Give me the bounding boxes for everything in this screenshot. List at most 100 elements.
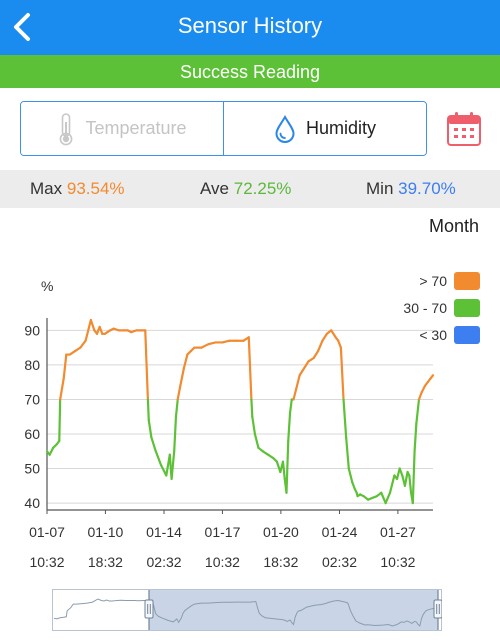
x-tick-sublabel: 18:32 — [263, 554, 298, 570]
y-tick-label: 70 — [24, 391, 40, 407]
series-segment — [250, 398, 254, 418]
x-tick-sublabel: 02:32 — [322, 554, 357, 570]
series-segment — [179, 367, 185, 387]
stat-ave-label: Ave — [200, 179, 229, 198]
tab-temperature-label: Temperature — [85, 118, 187, 138]
x-tick-label: 01-24 — [322, 524, 358, 540]
series-segment — [295, 374, 301, 391]
status-banner: Success Reading — [0, 55, 500, 88]
series-segment — [200, 343, 210, 349]
legend-swatch — [454, 326, 480, 344]
series-segment — [298, 367, 306, 377]
x-tick-label: 01-10 — [88, 524, 124, 540]
series-segment — [312, 349, 320, 360]
series-segment — [281, 460, 286, 481]
nav-bar: Sensor History — [0, 0, 500, 55]
y-tick-label: 50 — [24, 461, 40, 477]
thermometer-icon — [57, 112, 75, 146]
x-tick-label: 01-20 — [263, 524, 299, 540]
x-tick-sublabel: 18:32 — [88, 554, 123, 570]
series-segment — [351, 481, 357, 491]
navigator-overview-line — [53, 598, 441, 627]
series-segment — [170, 450, 176, 481]
series-segment — [420, 384, 427, 394]
series-segment — [342, 398, 348, 439]
sensor-type-selector: Temperature Humidity — [20, 101, 427, 156]
series-segment — [173, 415, 178, 453]
chevron-left-icon — [14, 13, 30, 41]
series-segment — [292, 387, 298, 401]
series-segment — [403, 470, 409, 487]
series-segment — [182, 353, 189, 370]
calendar-icon — [447, 112, 481, 146]
range-navigator[interactable] — [52, 589, 442, 631]
series-segment — [302, 360, 310, 370]
series-segment — [159, 463, 168, 477]
series-segment — [413, 422, 418, 453]
x-tick-sublabel: 10:32 — [380, 554, 415, 570]
series-segment — [429, 374, 435, 380]
tab-temperature[interactable]: Temperature — [21, 102, 223, 155]
stat-ave-value: 72.25% — [233, 179, 292, 198]
series-segment — [398, 467, 404, 477]
series-segment — [89, 318, 96, 332]
tab-humidity-label: Humidity — [305, 118, 376, 138]
series-segment — [345, 436, 350, 470]
y-axis-label: % — [41, 278, 53, 294]
series-segment — [339, 346, 345, 401]
series-segment — [388, 474, 396, 494]
series-segment — [150, 436, 157, 453]
back-button[interactable] — [6, 8, 42, 46]
series-segment — [176, 384, 182, 401]
series-segment — [285, 439, 290, 494]
series-segment — [380, 491, 387, 505]
series-segment — [154, 450, 163, 467]
series-segment — [147, 419, 153, 439]
x-tick-sublabel: 02:32 — [147, 554, 182, 570]
legend-swatch — [454, 272, 480, 290]
x-tick-label: 01-14 — [146, 524, 182, 540]
series-segment — [48, 446, 55, 456]
navigator-handle-right[interactable] — [433, 599, 442, 619]
stat-max-value: 93.54% — [66, 179, 125, 198]
series-segment — [337, 339, 342, 349]
series-segment — [288, 398, 293, 415]
calendar-button[interactable] — [444, 109, 484, 149]
x-tick-label: 01-07 — [29, 524, 65, 540]
y-tick-label: 80 — [24, 357, 40, 373]
x-tick-sublabel: 10:32 — [205, 554, 240, 570]
y-tick-label: 90 — [24, 322, 40, 338]
stat-min-label: Min — [366, 179, 394, 198]
tab-humidity[interactable]: Humidity — [223, 102, 426, 155]
series-segment — [316, 339, 324, 353]
period-selector[interactable]: Month — [428, 216, 479, 236]
stat-min-value: 39.70% — [398, 179, 456, 198]
water-drop-icon — [274, 114, 296, 143]
legend-swatch — [454, 299, 480, 317]
page-title: Sensor History — [177, 13, 323, 38]
stat-ave: Ave 72.25% — [200, 170, 291, 208]
series-segment — [146, 398, 150, 422]
series-segment — [287, 412, 292, 443]
series-segment — [174, 398, 179, 418]
legend-label: > 70 — [419, 273, 447, 289]
stats-bar: Max 93.54% Ave 72.25% Min 39.70% — [0, 170, 500, 208]
series-segment — [321, 332, 328, 342]
series-segment — [221, 339, 231, 344]
series-segment — [251, 415, 257, 436]
series-segment — [58, 398, 62, 443]
series-segment — [408, 474, 413, 494]
series-segment — [330, 329, 337, 339]
legend-label: 30 - 70 — [403, 300, 447, 316]
stat-max-label: Max — [30, 179, 63, 198]
series-segment — [253, 432, 260, 449]
navigator-handle-left[interactable] — [144, 599, 154, 619]
series-segment — [247, 336, 253, 401]
series-segment — [415, 398, 421, 425]
series-segment — [79, 339, 87, 349]
x-tick-sublabel: 10:32 — [29, 554, 64, 570]
x-tick-label: 01-17 — [205, 524, 241, 540]
legend-label: < 30 — [419, 327, 447, 343]
series-segment — [347, 467, 354, 484]
y-tick-label: 40 — [24, 495, 40, 511]
